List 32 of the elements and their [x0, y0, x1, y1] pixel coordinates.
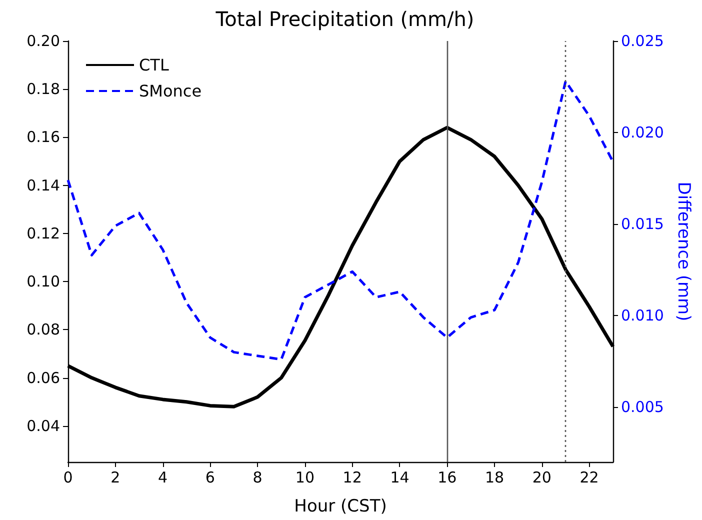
- x-tick-label: 0: [63, 468, 73, 486]
- line-series: [66, 80, 614, 361]
- x-axis-title: Hour (CST): [294, 496, 387, 516]
- x-tick-label: 14: [390, 468, 410, 486]
- x-tick-label: 18: [484, 468, 504, 486]
- x-tick-label: 12: [342, 468, 362, 486]
- y-tick-label: 0.06: [26, 368, 60, 387]
- x-tick-label: 10: [295, 468, 315, 486]
- y-tick-label: 0.04: [26, 416, 60, 435]
- y-tick-label: 0.16: [26, 128, 60, 146]
- y2-tick-label: 0.015: [621, 215, 664, 234]
- x-tick-label: 16: [438, 468, 457, 486]
- y-tick-label: 0.18: [26, 80, 60, 98]
- y-tick-label: 0.20: [26, 32, 60, 50]
- y2-axis-title: Difference (mm): [673, 182, 694, 322]
- x-tick-label: 6: [205, 468, 215, 486]
- y2-tick-label: 0.010: [621, 306, 664, 325]
- y-tick-label: 0.10: [26, 272, 60, 291]
- chart-title: Total Precipitation (mm/h): [214, 7, 474, 31]
- y-tick-label: 0.08: [26, 320, 60, 339]
- y-tick-label: 0.14: [26, 176, 60, 194]
- y2-tick-label: 0.005: [621, 398, 664, 416]
- y-tick-label: 0.12: [26, 224, 60, 242]
- y2-tick-label: 0.025: [621, 32, 664, 50]
- y2-tick-label: 0.020: [621, 124, 664, 142]
- legend-label: CTL: [139, 56, 169, 74]
- x-tick-label: 4: [158, 468, 168, 486]
- x-tick-label: 2: [110, 468, 120, 486]
- legend-label: SMonce: [139, 82, 202, 100]
- x-tick-label: 8: [252, 468, 262, 486]
- x-tick-label: 22: [580, 468, 599, 486]
- x-tick-label: 20: [532, 468, 552, 486]
